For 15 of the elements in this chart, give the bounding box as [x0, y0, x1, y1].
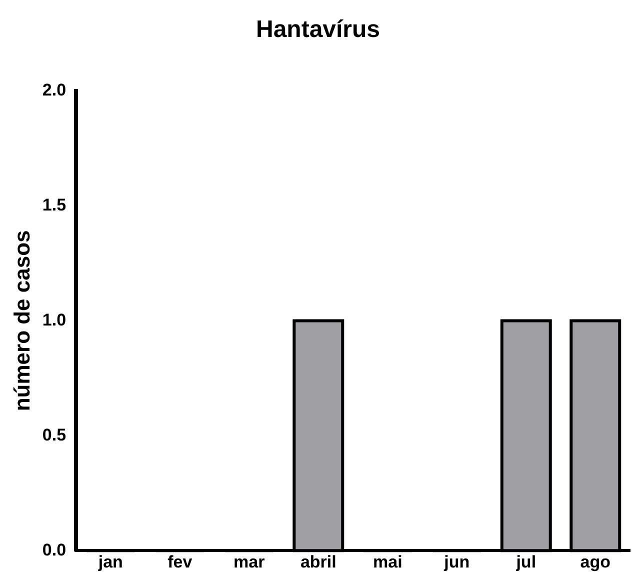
- x-tick-label: mar: [234, 552, 266, 572]
- y-tick-label: 2.0: [42, 80, 66, 100]
- x-tick-label: ago: [580, 552, 610, 572]
- x-tick-label: jan: [97, 552, 123, 572]
- chart-title: Hantavírus: [256, 16, 380, 44]
- y-tick-label: 0.5: [42, 425, 66, 444]
- x-tick-label: jul: [515, 552, 536, 572]
- y-tick-label: 1.5: [42, 195, 66, 214]
- y-tick-label: 1.0: [42, 310, 66, 330]
- x-tick-label: fev: [168, 552, 193, 572]
- y-tick-label: 0.0: [42, 540, 66, 560]
- x-tick-label: abril: [300, 552, 336, 572]
- x-tick-label: jun: [443, 552, 470, 572]
- x-tick-label: mai: [372, 552, 402, 572]
- y-axis-title: número de casos: [9, 230, 34, 412]
